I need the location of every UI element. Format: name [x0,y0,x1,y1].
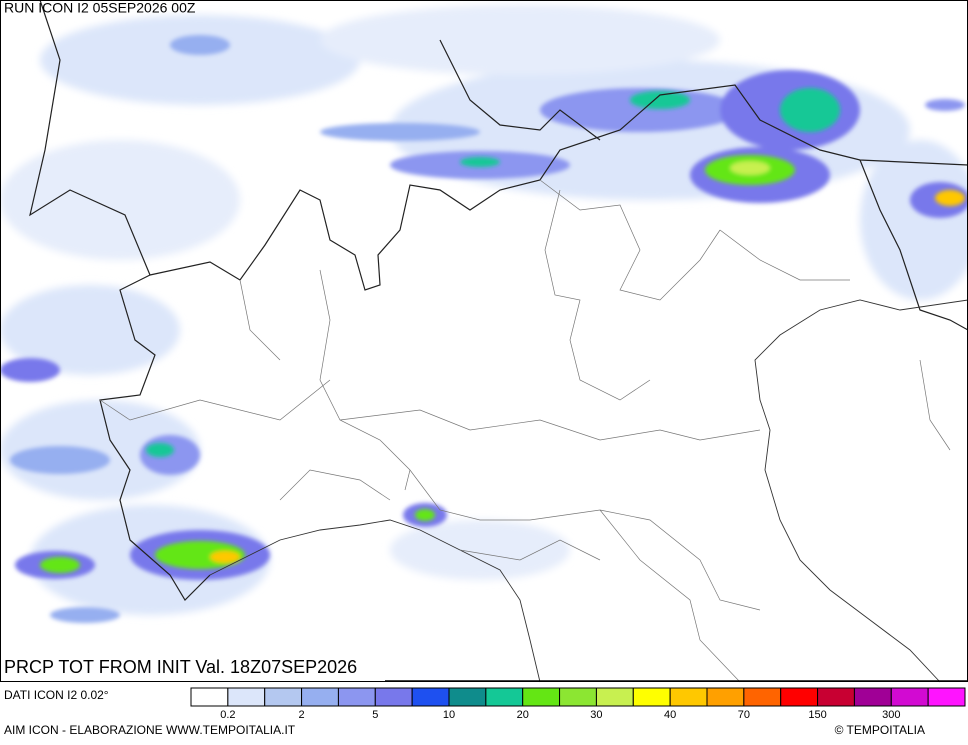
slovenia-border [859,159,968,331]
colorbar-swatch [595,687,634,707]
colorbar-swatch [559,687,597,707]
regional-borders [99,179,951,683]
colorbar-swatch [411,687,450,707]
france-border [29,0,211,601]
colorbar-swatch [374,687,413,707]
colorbar-label: 5 [372,709,378,721]
colorbar-swatch [301,687,339,707]
colorbar-label: 150 [808,709,826,721]
alpine-border [149,84,968,291]
colorbar-swatch [485,687,524,707]
colorbar-swatch [448,687,487,707]
colorbar-swatch [817,687,855,707]
colorbar-label: 20 [517,709,529,721]
colorbar-swatch [853,687,892,707]
colorbar-swatch [927,687,966,707]
colorbar-swatch [743,687,782,707]
run-label: RUN ICON I2 05SEP2026 00Z [4,0,196,16]
colorbar-swatch [669,687,708,707]
credit: AIM ICON - ELABORAZIONE WWW.TEMPOITALIA.… [4,723,296,737]
colorbar-label: 0.2 [220,709,235,721]
ligurian-coast [209,519,541,683]
product-title: PRCP TOT FROM INIT Val. 18Z07SEP2026 [4,657,357,677]
colorbar-swatch [780,687,819,707]
colorbar-swatch [890,687,929,707]
colorbar-label: 2 [299,709,305,721]
adriatic-coast [754,299,968,683]
colorbar-swatch [190,687,229,707]
colorbar: 0.2 2 5 10 20 30 40 70 150 300 [190,687,966,721]
colorbar-label: 300 [882,709,900,721]
colorbar-swatch [264,687,303,707]
colorbar-label: 70 [738,709,750,721]
colorbar-label: 30 [590,709,602,721]
colorbar-swatch [337,687,376,707]
colorbar-swatch [706,687,745,707]
swiss-austria-border [439,39,601,141]
copyright: © TEMPOITALIA [835,723,925,737]
colorbar-swatch [522,687,561,707]
colorbar-swatch [227,687,266,707]
source-label: DATI ICON I2 0.02° [4,688,109,702]
colorbar-swatch [632,687,671,707]
colorbar-label: 40 [664,709,676,721]
precip-heavy [40,88,965,573]
colorbar-label: 10 [443,709,455,721]
